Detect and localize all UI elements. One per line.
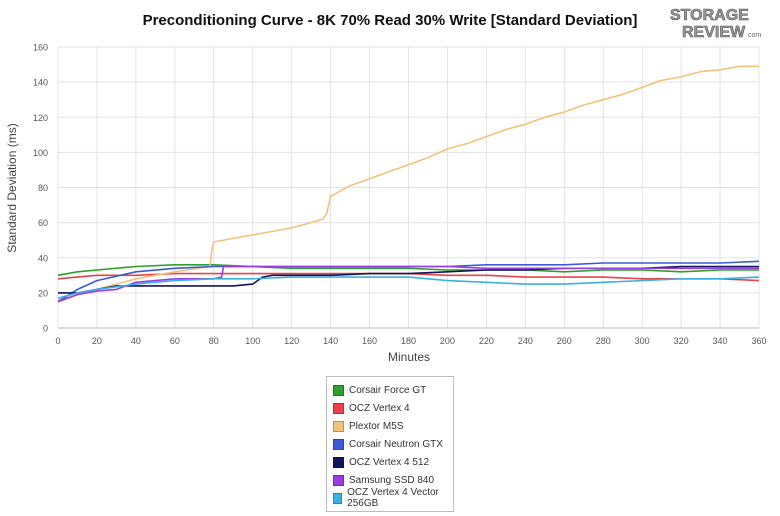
x-tick-label: 0 — [55, 336, 60, 346]
x-tick-label: 140 — [323, 336, 338, 346]
x-tick-label: 240 — [518, 336, 533, 346]
series-line-plextor-m5s — [57, 65, 759, 301]
logo-line1: STORAGE — [670, 7, 749, 24]
y-tick-label: 80 — [38, 183, 48, 193]
legend-item: OCZ Vertex 4 Vector 256GB — [333, 487, 447, 509]
legend-item: OCZ Vertex 4 — [333, 399, 447, 417]
legend-swatch — [333, 402, 344, 414]
legend-swatch — [333, 456, 344, 468]
y-axis-label: Standard Deviation (ms) — [5, 123, 19, 252]
legend-label: Corsair Neutron GTX — [349, 438, 443, 450]
x-tick-label: 100 — [245, 336, 260, 346]
y-tick-label: 140 — [33, 78, 48, 88]
x-tick-label: 220 — [479, 336, 494, 346]
x-tick-label: 320 — [674, 336, 689, 346]
storagereview-logo: STORAGE REVIEW .com — [670, 7, 762, 42]
x-tick-label: 340 — [713, 336, 728, 346]
legend-swatch — [333, 492, 343, 504]
legend-swatch — [333, 438, 344, 450]
legend-item: OCZ Vertex 4 512 — [333, 453, 447, 471]
series-line-corsair-force-gt — [57, 263, 759, 277]
legend-label: Corsair Force GT — [349, 384, 427, 396]
x-tick-label: 300 — [635, 336, 650, 346]
y-tick-label: 20 — [38, 288, 48, 298]
legend-label: Plextor M5S — [349, 420, 404, 432]
legend-swatch — [333, 474, 344, 486]
x-tick-label: 20 — [92, 336, 102, 346]
x-tick-label: 80 — [209, 336, 219, 346]
legend-swatch — [333, 420, 344, 432]
y-tick-label: 40 — [38, 253, 48, 263]
legend-item: Plextor M5S — [333, 417, 447, 435]
series-lines — [57, 65, 760, 303]
x-tick-label: 280 — [596, 336, 611, 346]
y-tick-label: 160 — [33, 43, 48, 53]
y-tick-label: 60 — [38, 218, 48, 228]
x-tick-label: 200 — [440, 336, 455, 346]
legend-label: OCZ Vertex 4 — [349, 402, 410, 414]
x-tick-label: 160 — [362, 336, 377, 346]
legend: Corsair Force GT OCZ Vertex 4 Plextor M5S C… — [326, 376, 454, 512]
x-axis-label: Minutes — [388, 350, 430, 364]
logo-line2: REVIEW — [682, 24, 746, 41]
legend-item: Corsair Force GT — [333, 381, 447, 399]
x-tick-labels: 0 20 40 60 80 100 120 140 160 180 200 220 240 260 280 3… — [55, 336, 766, 346]
x-tick-label: 180 — [401, 336, 416, 346]
x-tick-label: 40 — [131, 336, 141, 346]
legend-label: OCZ Vertex 4 Vector 256GB — [347, 487, 439, 509]
logo-suffix: .com — [746, 32, 761, 39]
legend-label: OCZ Vertex 4 512 — [349, 456, 430, 468]
x-tick-label: 120 — [284, 336, 299, 346]
legend-swatch — [333, 384, 344, 396]
legend-label: Samsung SSD 840 — [349, 474, 435, 486]
legend-item: Samsung SSD 840 — [333, 471, 447, 489]
y-tick-labels: 0 20 40 60 80 100 120 140 160 — [33, 43, 48, 334]
legend-item: Corsair Neutron GTX — [333, 435, 447, 453]
x-tick-label: 60 — [170, 336, 180, 346]
y-tick-label: 0 — [43, 324, 48, 334]
chart-title: Preconditioning Curve - 8K 70% Read 30% … — [142, 12, 638, 29]
series-line-ocz-vertex-4-vector-256gb — [57, 276, 760, 299]
x-tick-label: 260 — [557, 336, 572, 346]
y-tick-label: 100 — [33, 148, 48, 158]
y-tick-label: 120 — [33, 113, 48, 123]
x-tick-label: 360 — [751, 336, 766, 346]
